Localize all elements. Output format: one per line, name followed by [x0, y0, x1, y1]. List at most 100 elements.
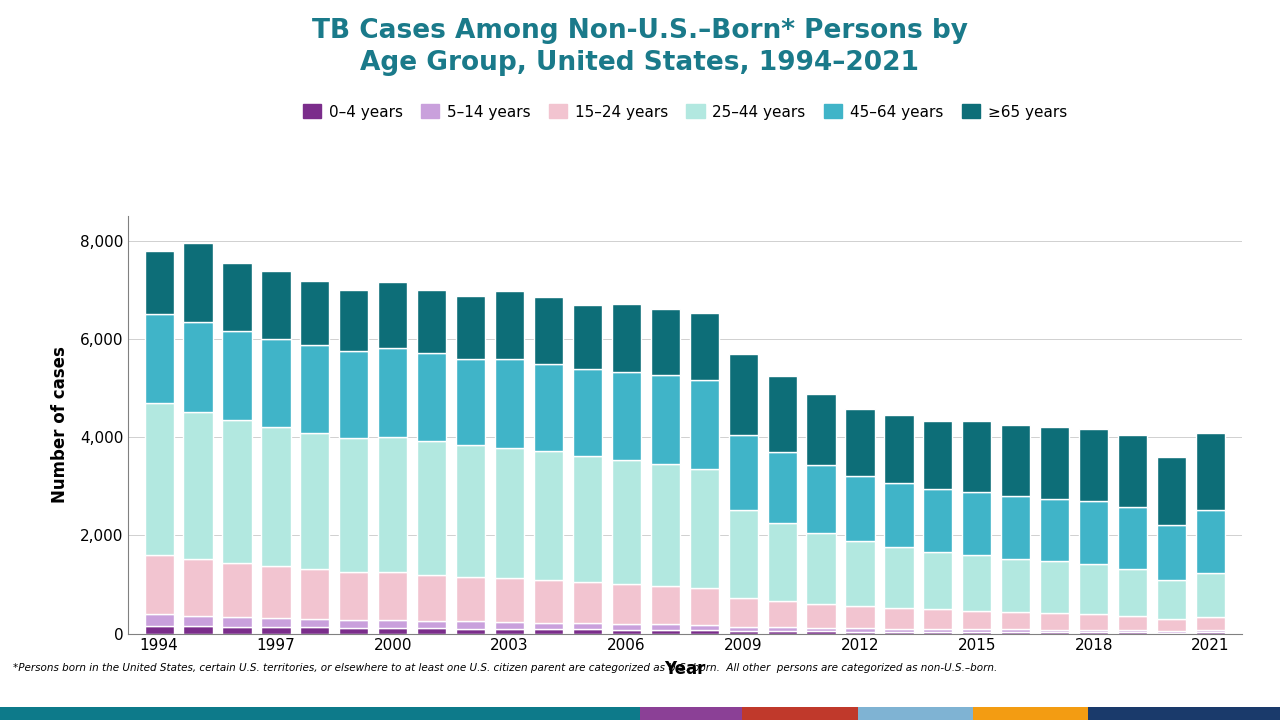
- Bar: [417, 629, 447, 634]
- Bar: [301, 433, 329, 569]
- Bar: [339, 438, 369, 572]
- Bar: [612, 459, 641, 584]
- Bar: [1041, 499, 1069, 562]
- Bar: [1196, 433, 1225, 510]
- Bar: [339, 289, 369, 351]
- Bar: [301, 569, 329, 619]
- Bar: [1001, 612, 1030, 629]
- Bar: [456, 359, 485, 445]
- Bar: [1157, 580, 1187, 618]
- Bar: [1079, 429, 1108, 501]
- Bar: [768, 452, 796, 523]
- Bar: [223, 420, 252, 563]
- Bar: [690, 469, 719, 588]
- Bar: [1079, 564, 1108, 614]
- Bar: [884, 629, 914, 631]
- Bar: [1196, 617, 1225, 630]
- Bar: [1001, 632, 1030, 634]
- Bar: [495, 622, 525, 629]
- Bar: [1079, 614, 1108, 630]
- Bar: [1041, 613, 1069, 629]
- Bar: [495, 578, 525, 622]
- Bar: [1196, 572, 1225, 617]
- Bar: [650, 630, 680, 634]
- Bar: [495, 629, 525, 634]
- Bar: [1117, 507, 1147, 569]
- Bar: [1196, 630, 1225, 632]
- Bar: [1157, 618, 1187, 631]
- Bar: [1117, 569, 1147, 616]
- Bar: [145, 251, 174, 314]
- Bar: [223, 617, 252, 626]
- Bar: [806, 604, 836, 628]
- Bar: [650, 464, 680, 585]
- Bar: [456, 296, 485, 359]
- Bar: [573, 629, 602, 634]
- Bar: [534, 623, 563, 629]
- Bar: [1001, 425, 1030, 496]
- Bar: [339, 351, 369, 438]
- Bar: [417, 290, 447, 353]
- Bar: [728, 631, 758, 634]
- X-axis label: Year: Year: [664, 660, 705, 678]
- Bar: [690, 588, 719, 625]
- Bar: [612, 624, 641, 630]
- Bar: [534, 580, 563, 623]
- Bar: [261, 271, 291, 338]
- Bar: [612, 630, 641, 634]
- Bar: [923, 421, 952, 490]
- Bar: [534, 629, 563, 634]
- Bar: [650, 585, 680, 624]
- Bar: [845, 629, 874, 631]
- Bar: [573, 624, 602, 629]
- Bar: [1001, 496, 1030, 559]
- Bar: [963, 421, 992, 492]
- Bar: [612, 304, 641, 372]
- Bar: [845, 409, 874, 475]
- Bar: [884, 483, 914, 547]
- Bar: [495, 448, 525, 578]
- Text: Age Group, United States, 1994–2021: Age Group, United States, 1994–2021: [361, 50, 919, 76]
- Bar: [1041, 629, 1069, 632]
- Bar: [378, 437, 407, 572]
- Bar: [728, 626, 758, 631]
- Bar: [806, 465, 836, 533]
- Bar: [495, 291, 525, 359]
- Bar: [650, 310, 680, 375]
- Bar: [963, 629, 992, 632]
- Bar: [1157, 632, 1187, 634]
- Bar: [1196, 632, 1225, 634]
- Bar: [884, 631, 914, 634]
- Bar: [963, 555, 992, 611]
- Bar: [145, 314, 174, 403]
- Bar: [183, 243, 212, 323]
- Bar: [378, 628, 407, 634]
- Bar: [378, 282, 407, 348]
- Bar: [1079, 501, 1108, 564]
- Bar: [923, 609, 952, 629]
- Bar: [612, 372, 641, 459]
- Bar: [768, 627, 796, 631]
- Bar: [690, 625, 719, 630]
- Bar: [183, 626, 212, 634]
- Bar: [1079, 632, 1108, 634]
- Bar: [261, 338, 291, 426]
- Bar: [845, 606, 874, 629]
- Bar: [1041, 562, 1069, 613]
- Bar: [183, 323, 212, 412]
- Bar: [1079, 630, 1108, 632]
- Bar: [145, 614, 174, 626]
- Bar: [301, 627, 329, 634]
- Bar: [534, 364, 563, 451]
- Bar: [183, 559, 212, 616]
- Y-axis label: Number of cases: Number of cases: [50, 346, 69, 503]
- Bar: [378, 348, 407, 437]
- Bar: [1117, 435, 1147, 507]
- Bar: [768, 523, 796, 601]
- Bar: [378, 572, 407, 620]
- Bar: [1157, 457, 1187, 525]
- Bar: [1117, 632, 1147, 634]
- Bar: [261, 618, 291, 627]
- Bar: [261, 566, 291, 618]
- Bar: [1001, 629, 1030, 632]
